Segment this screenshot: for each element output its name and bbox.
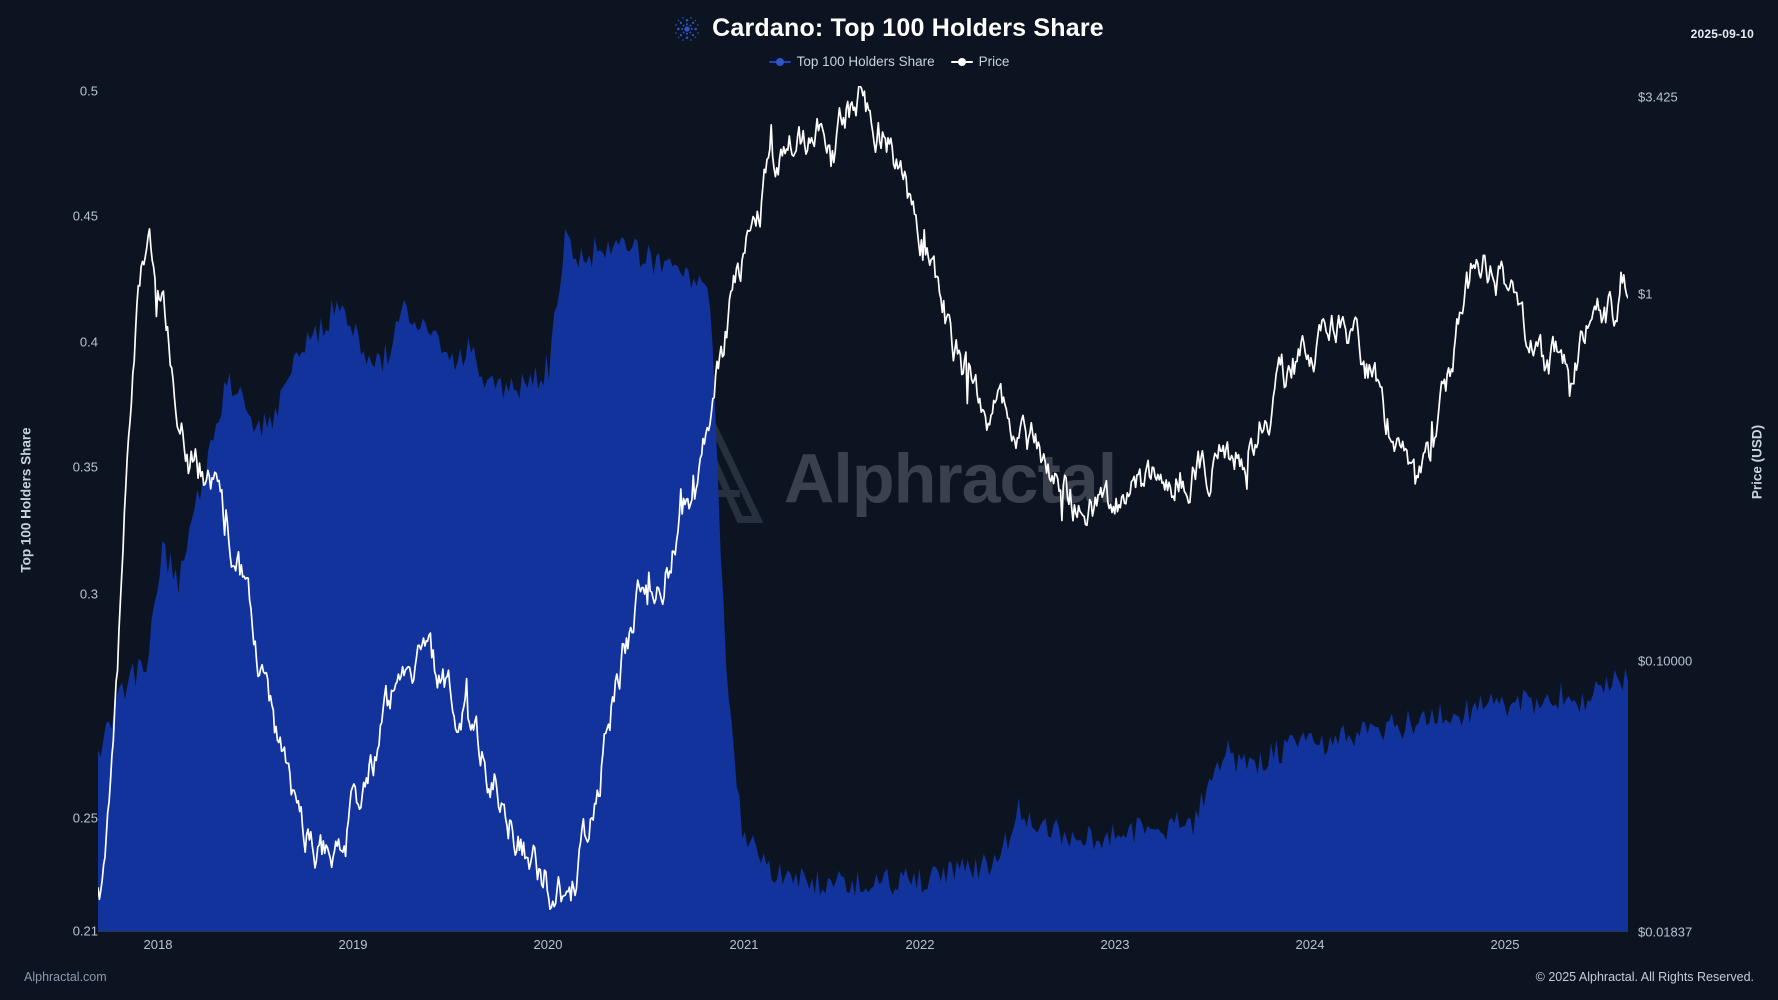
y-tick-right-2: $0.10000 bbox=[1638, 653, 1693, 669]
y-tick-right-3: $0.01837 bbox=[1638, 924, 1693, 940]
y-tick-left-0: 0.5 bbox=[79, 83, 98, 99]
page-title: Cardano: Top 100 Holders Share bbox=[712, 14, 1104, 42]
x-tick-2019: 2019 bbox=[338, 937, 368, 952]
footer-site-label: Alphractal.com bbox=[24, 970, 107, 984]
footer-copyright: © 2025 Alphractal. All Rights Reserved. bbox=[1535, 970, 1754, 984]
x-tick-2025: 2025 bbox=[1490, 937, 1520, 952]
y-tick-left-5: 0.25 bbox=[72, 810, 98, 826]
date-stamp: 2025-09-10 bbox=[1690, 27, 1754, 41]
plot-area bbox=[98, 86, 1628, 932]
area-series-holders bbox=[98, 228, 1628, 932]
x-tick-2023: 2023 bbox=[1100, 937, 1130, 952]
cardano-icon bbox=[674, 16, 700, 42]
y-tick-right-0: $3.425 bbox=[1638, 89, 1678, 105]
y-tick-left-3: 0.35 bbox=[72, 459, 98, 475]
legend-marker-icon bbox=[768, 57, 791, 67]
x-tick-2021: 2021 bbox=[729, 937, 759, 952]
x-tick-2024: 2024 bbox=[1295, 937, 1325, 952]
legend-label-price: Price bbox=[978, 54, 1010, 69]
y-axis-title-right: Price (USD) bbox=[1749, 424, 1765, 500]
series-canvas bbox=[98, 86, 1628, 932]
legend-item-holders[interactable]: Top 100 Holders Share bbox=[768, 54, 935, 69]
legend-item-price[interactable]: Price bbox=[950, 54, 1010, 69]
y-tick-left-4: 0.3 bbox=[79, 586, 98, 602]
chart-legend: Top 100 Holders Share Price bbox=[0, 54, 1778, 69]
x-tick-2022: 2022 bbox=[905, 937, 935, 952]
y-tick-left-6: 0.21 bbox=[72, 923, 98, 939]
y-axis-title-left: Top 100 Holders Share bbox=[18, 427, 34, 573]
chart-header: Cardano: Top 100 Holders Share 2025-09-1… bbox=[0, 0, 1778, 52]
legend-marker-icon bbox=[950, 57, 973, 67]
y-tick-right-1: $1 bbox=[1638, 286, 1653, 302]
y-tick-left-2: 0.4 bbox=[79, 334, 98, 350]
title-group: Cardano: Top 100 Holders Share bbox=[0, 14, 1778, 43]
x-tick-2018: 2018 bbox=[143, 937, 173, 952]
y-tick-left-1: 0.45 bbox=[72, 208, 98, 224]
x-tick-2020: 2020 bbox=[533, 937, 563, 952]
line-series-price bbox=[98, 86, 1628, 911]
x-axis-baseline bbox=[98, 931, 1628, 932]
legend-label-holders: Top 100 Holders Share bbox=[796, 54, 935, 69]
